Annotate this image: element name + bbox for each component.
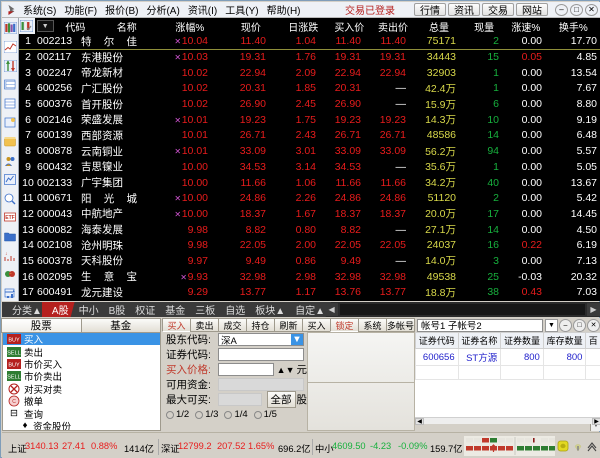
svg-text:BUY: BUY (8, 362, 20, 368)
svg-text:SELL: SELL (7, 375, 20, 381)
svg-text:ETF: ETF (5, 215, 14, 221)
svg-text:↓: ↓ (5, 251, 8, 257)
svg-text:SELL: SELL (7, 350, 20, 356)
svg-text:C: C (12, 399, 16, 405)
svg-text:BUY: BUY (8, 338, 20, 344)
